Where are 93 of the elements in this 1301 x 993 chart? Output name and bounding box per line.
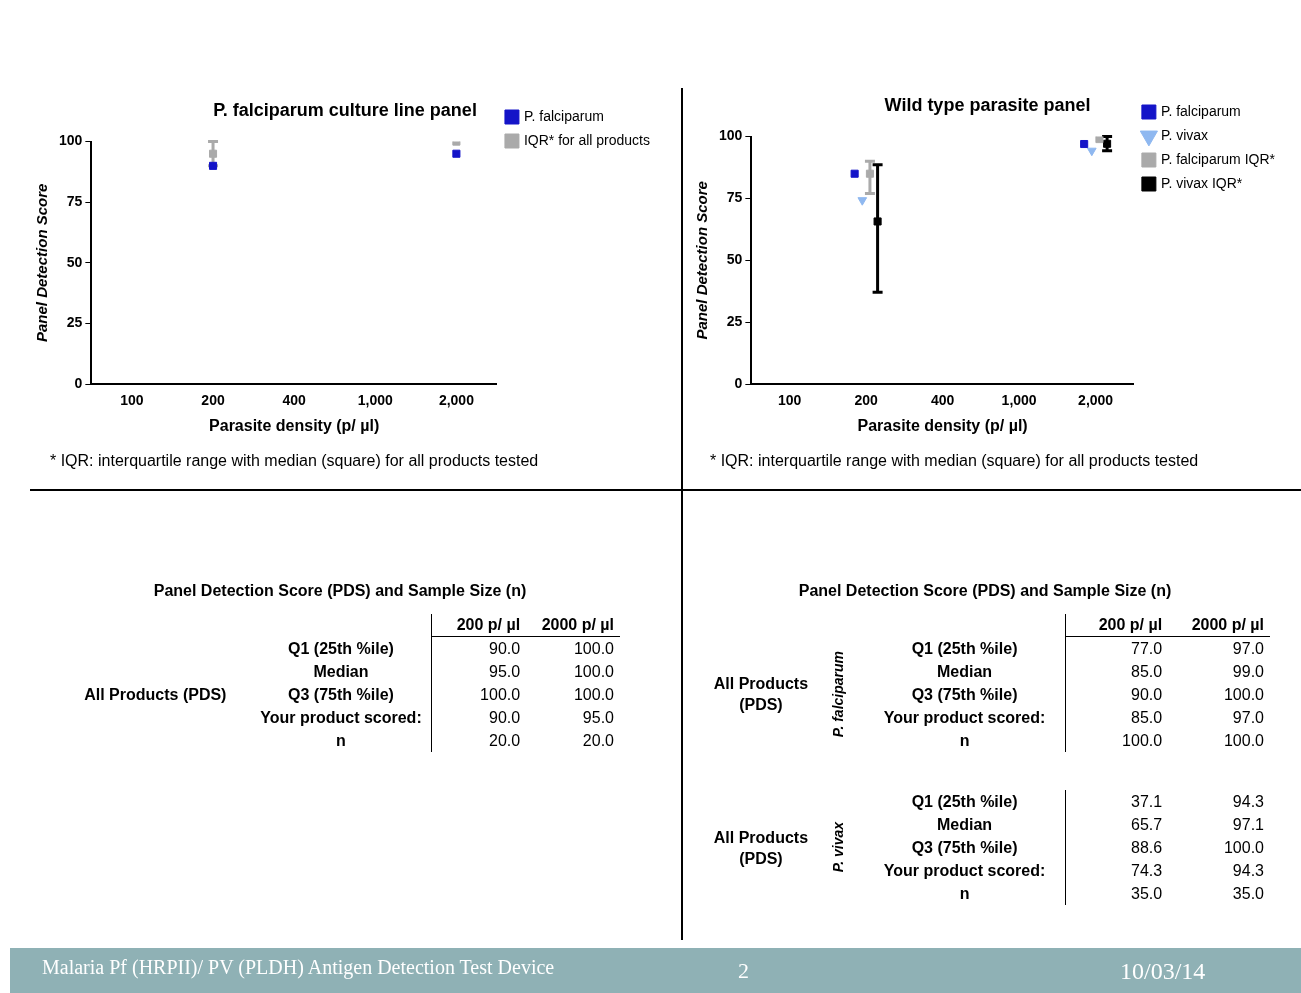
- x-tick-label: 100: [777, 392, 802, 409]
- x-tick-label: 1,000: [1001, 392, 1037, 409]
- text: All Products (PDS): [712, 674, 810, 716]
- text: P. vivax: [828, 822, 847, 873]
- legend-label: P. vivax IQR*: [1160, 174, 1243, 191]
- text: 100.0: [480, 686, 521, 703]
- text: 37.1: [1131, 793, 1163, 810]
- text: 90.0: [489, 640, 521, 657]
- text: Panel Detection Score (PDS) and Sample Size (n): [152, 582, 528, 600]
- text: 77.0: [1131, 640, 1163, 657]
- legend-label: IQR* for all products: [523, 131, 651, 148]
- category-label: Your product scored:: [260, 709, 422, 726]
- text: All Products (PDS): [83, 684, 228, 705]
- x-tick-label: 400: [930, 392, 955, 409]
- text: 95.0: [582, 709, 614, 726]
- x-tick-label: 200: [201, 392, 225, 409]
- y-tick-label: 75: [66, 193, 83, 210]
- legend-label: P. falciparum IQR*: [1160, 150, 1276, 167]
- text: 85.0: [1131, 663, 1163, 680]
- category-label: n: [959, 732, 970, 749]
- category-label: 2000 p/ µl: [1168, 614, 1270, 637]
- text: * IQR: interquartile range with median (square) for all products tested: [50, 452, 540, 470]
- text: Panel Detection Score (PDS) and Sample Size (n): [797, 582, 1173, 600]
- text: 85.0: [1131, 709, 1163, 726]
- y-tick-label: 25: [66, 314, 83, 331]
- y-tick-label: 0: [734, 374, 743, 391]
- legend-label: P. falciparum: [1160, 102, 1241, 119]
- category-label: 200 p/ µl: [1065, 614, 1169, 637]
- text: 90.0: [1131, 686, 1163, 703]
- y-tick-label: 75: [726, 189, 743, 206]
- text: 100.0: [1223, 839, 1264, 856]
- y-tick-label: 0: [74, 374, 83, 391]
- text: 99.0: [1232, 663, 1264, 680]
- category-label: n: [336, 732, 346, 749]
- text: 100.0: [1223, 686, 1264, 703]
- text: 90.0: [489, 709, 521, 726]
- text: 100.0: [573, 663, 614, 680]
- text: 100.0: [573, 640, 614, 657]
- category-label: Q1 (25th %ile): [911, 793, 1018, 810]
- text: 94.3: [1232, 793, 1264, 810]
- x-tick-label: 2,000: [1078, 392, 1114, 409]
- category-label: Median: [937, 816, 993, 833]
- text: Malaria Pf (HRPII)/ PV (PLDH) Antigen Detection Test Device: [42, 956, 555, 979]
- text: * IQR: interquartile range with median (square) for all products tested: [710, 452, 1200, 470]
- text: 97.0: [1232, 640, 1264, 657]
- text: 88.6: [1131, 839, 1163, 856]
- category-label: Your product scored:: [883, 862, 1046, 879]
- x-tick-label: 100: [120, 392, 144, 409]
- category-label: Q3 (75th %ile): [911, 839, 1018, 856]
- chart-title: P. falciparum culture line panel: [213, 99, 477, 120]
- legend-label: P. falciparum: [523, 107, 604, 124]
- y-axis-title: Panel Detection Score: [33, 183, 51, 342]
- text: 10/03/14: [1120, 958, 1206, 985]
- x-tick-label: 1,000: [357, 392, 393, 409]
- x-axis-title: Parasite density (p/ µl): [857, 416, 1028, 434]
- y-tick-label: 100: [719, 127, 743, 144]
- text: 97.0: [1232, 709, 1264, 726]
- text: 94.3: [1232, 862, 1264, 879]
- y-axis-title: Panel Detection Score: [693, 181, 711, 340]
- category-label: Median: [937, 663, 993, 680]
- text: 20.0: [489, 732, 521, 749]
- x-tick-label: 200: [854, 392, 879, 409]
- y-tick-label: 25: [726, 313, 743, 330]
- y-tick-label: 100: [59, 132, 83, 149]
- text: 100.0: [1122, 732, 1163, 749]
- text: 2: [738, 958, 749, 984]
- category-label: Your product scored:: [883, 709, 1046, 726]
- x-tick-label: 400: [282, 392, 307, 409]
- category-label: 200 p/ µl: [431, 614, 527, 637]
- chart-title: Wild type parasite panel: [884, 94, 1091, 115]
- x-axis-title: Parasite density (p/ µl): [209, 416, 380, 434]
- text: 95.0: [489, 663, 521, 680]
- text: All Products (PDS): [712, 827, 810, 869]
- text: P. falciparum: [828, 651, 847, 738]
- text: 100.0: [1223, 732, 1264, 749]
- text: 74.3: [1131, 862, 1163, 879]
- x-tick-label: 2,000: [438, 392, 475, 409]
- legend-label: P. vivax: [1160, 126, 1209, 143]
- text: 65.7: [1131, 816, 1163, 833]
- text: 100.0: [573, 686, 614, 703]
- text: 35.0: [1131, 885, 1163, 902]
- category-label: Q1 (25th %ile): [911, 639, 1018, 657]
- category-label: Q3 (75th %ile): [288, 686, 394, 703]
- category-label: 2000 p/ µl: [526, 614, 620, 637]
- text: 35.0: [1232, 885, 1264, 902]
- y-tick-label: 50: [726, 251, 743, 268]
- category-label: Q3 (75th %ile): [911, 686, 1018, 703]
- y-tick-label: 50: [66, 253, 83, 270]
- text: 97.1: [1232, 816, 1264, 833]
- category-label: Median: [313, 663, 369, 680]
- category-label: Q1 (25th %ile): [288, 639, 394, 657]
- category-label: n: [959, 885, 970, 902]
- text: 20.0: [582, 732, 614, 749]
